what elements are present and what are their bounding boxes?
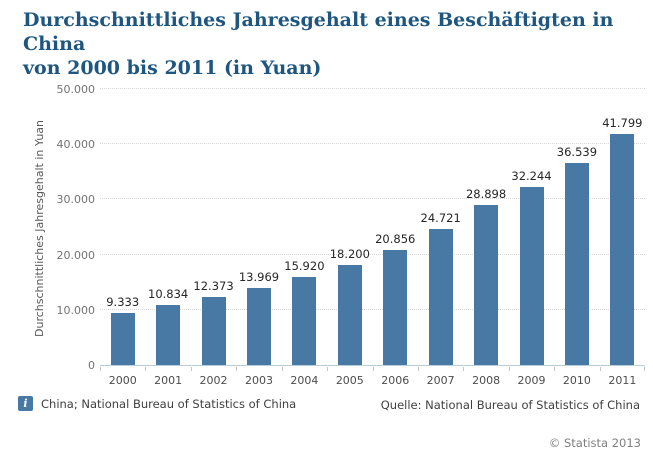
x-tick-mark — [554, 367, 556, 371]
bar-value-label: 28.898 — [465, 187, 507, 201]
y-axis-ticks: 0 10.000 20.000 30.000 40.000 50.000 — [0, 83, 96, 372]
bar-value-label: 36.539 — [556, 145, 598, 159]
x-axis-label: 2000 — [108, 374, 137, 387]
bar-value-label: 12.373 — [193, 279, 234, 293]
chart-title: Durchschnittliches Jahresgehalt eines Be… — [23, 8, 643, 80]
bar-group-2009: 32.244 — [509, 90, 554, 365]
bar-2009 — [519, 187, 544, 365]
bar-value-label: 20.856 — [375, 232, 416, 246]
bar-2010 — [564, 163, 589, 365]
y-tick-label: 0 — [88, 359, 95, 372]
x-axis-label: 2001 — [154, 374, 183, 387]
bar-group-2007: 24.721 — [418, 90, 463, 365]
x-axis-label: 2010 — [562, 374, 591, 387]
y-tick-label: 50.000 — [56, 83, 96, 96]
bar-value-label: 18.200 — [329, 247, 370, 261]
bar-group-2008: 28.898 — [463, 90, 508, 365]
y-tick-label: 20.000 — [56, 248, 96, 262]
y-tick-label: 10.000 — [56, 303, 96, 317]
x-axis-label: 2006 — [381, 374, 410, 387]
x-axis-label: 2008 — [472, 374, 501, 387]
x-tick-mark — [236, 367, 238, 371]
gridline — [100, 198, 645, 200]
x-tick-mark — [100, 367, 101, 371]
gridline — [100, 253, 645, 255]
chart-title-line1: Durchschnittliches Jahresgehalt eines Be… — [23, 9, 614, 55]
chart-title-line2: von 2000 bis 2011 (in Yuan) — [23, 57, 322, 79]
y-tick-label: 40.000 — [56, 138, 96, 152]
x-tick-mark — [327, 367, 329, 371]
bar-2001 — [156, 305, 181, 365]
footer-source-row: i China; National Bureau of Statistics o… — [18, 396, 296, 411]
x-axis-label: 2011 — [608, 374, 637, 387]
bar-group-2006: 20.856 — [373, 90, 418, 365]
bar-2006 — [383, 250, 408, 365]
bar-2007 — [428, 229, 453, 365]
y-tick-label: 30.000 — [56, 193, 96, 207]
x-axis-label: 2004 — [290, 374, 319, 387]
x-tick-mark — [599, 367, 601, 371]
x-tick-mark — [463, 367, 465, 371]
bar-2011 — [610, 134, 635, 365]
copyright-text: © Statista 2013 — [548, 436, 641, 450]
bar-group-2000: 9.333 — [100, 90, 145, 365]
bar-group-2002: 12.373 — [191, 90, 236, 365]
x-tick-mark — [190, 367, 192, 371]
bar-value-label: 24.721 — [420, 211, 461, 225]
bar-2000 — [110, 313, 135, 365]
bar-group-2001: 10.834 — [145, 90, 190, 365]
plot-area: 9.333 10.834 12.373 13.969 15.920 18.200 20.85… — [100, 88, 645, 366]
x-tick-mark — [372, 367, 374, 371]
x-tick-mark — [145, 367, 147, 371]
footer-source-text: China; National Bureau of Statistics of … — [41, 396, 297, 411]
gridline — [100, 88, 645, 89]
x-axis-label: 2002 — [199, 374, 228, 387]
x-tick-mark — [508, 367, 510, 371]
x-tick-mark — [644, 367, 645, 371]
bar-2002 — [201, 297, 226, 365]
bar-value-label: 32.244 — [511, 169, 552, 183]
bar-2004 — [292, 277, 317, 365]
x-axis-label: 2009 — [517, 374, 546, 387]
bar-value-label: 13.969 — [238, 270, 280, 284]
bar-2005 — [337, 265, 362, 365]
bar-group-2005: 18.200 — [327, 90, 372, 365]
gridline — [100, 308, 645, 310]
bar-value-label: 9.333 — [106, 295, 140, 309]
x-axis-label: 2003 — [244, 374, 273, 387]
x-axis-label: 2007 — [426, 374, 455, 387]
footer-quelle-text: Quelle: National Bureau of Statistics of… — [380, 398, 640, 412]
bar-group-2011: 41.799 — [600, 90, 645, 365]
bar-2008 — [474, 205, 499, 365]
x-axis-label: 2005 — [335, 374, 364, 387]
bar-group-2010: 36.539 — [554, 90, 599, 365]
bar-value-label: 15.920 — [284, 259, 325, 273]
bar-2003 — [246, 288, 271, 365]
bar-value-label: 10.834 — [148, 287, 189, 301]
x-tick-mark — [417, 367, 419, 371]
bar-group-2003: 13.969 — [236, 90, 281, 365]
info-icon[interactable]: i — [18, 396, 33, 411]
bar-value-label: 41.799 — [602, 116, 643, 130]
gridline — [100, 143, 645, 145]
x-axis-labels: 2000 2001 2002 2003 2004 2005 2006 2007 2008 2009… — [100, 374, 645, 387]
bar-group-2004: 15.920 — [282, 90, 327, 365]
x-tick-mark — [281, 367, 283, 371]
